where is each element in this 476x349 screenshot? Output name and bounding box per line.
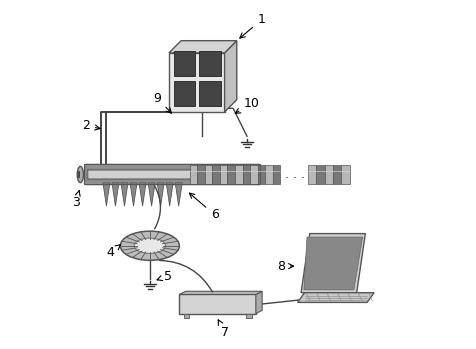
- Polygon shape: [130, 183, 137, 206]
- Bar: [212, 165, 219, 184]
- Bar: [249, 165, 257, 184]
- Ellipse shape: [120, 231, 179, 260]
- Bar: [219, 165, 227, 184]
- FancyBboxPatch shape: [88, 171, 249, 178]
- Bar: [179, 295, 255, 313]
- Text: 2: 2: [82, 119, 100, 132]
- FancyBboxPatch shape: [84, 164, 260, 185]
- Ellipse shape: [77, 166, 83, 183]
- Text: 4: 4: [106, 245, 120, 259]
- Ellipse shape: [134, 238, 165, 253]
- Text: 1: 1: [239, 13, 265, 38]
- Text: 8: 8: [276, 260, 293, 273]
- Bar: [235, 165, 242, 184]
- Polygon shape: [157, 183, 164, 206]
- Bar: [242, 165, 249, 184]
- Text: 6: 6: [189, 193, 218, 221]
- Text: 5: 5: [157, 269, 171, 282]
- Bar: [316, 165, 324, 184]
- Bar: [183, 313, 189, 318]
- Polygon shape: [175, 183, 182, 206]
- Text: . . .: . . .: [285, 168, 305, 181]
- Polygon shape: [103, 183, 109, 206]
- Bar: [205, 165, 212, 184]
- Bar: [332, 165, 341, 184]
- Bar: [169, 53, 224, 112]
- Polygon shape: [179, 291, 262, 295]
- Bar: [246, 313, 251, 318]
- Bar: [257, 165, 265, 184]
- Bar: [197, 165, 205, 184]
- Text: 9: 9: [153, 91, 171, 113]
- Text: 3: 3: [71, 191, 80, 209]
- Bar: [272, 165, 279, 184]
- Bar: [174, 81, 195, 106]
- FancyBboxPatch shape: [87, 169, 251, 180]
- Polygon shape: [300, 233, 365, 293]
- Polygon shape: [297, 293, 373, 303]
- Bar: [189, 165, 197, 184]
- Bar: [341, 165, 349, 184]
- Text: 10: 10: [235, 97, 259, 113]
- Bar: [199, 51, 220, 76]
- Polygon shape: [148, 183, 155, 206]
- Polygon shape: [169, 41, 236, 53]
- Bar: [265, 165, 272, 184]
- Bar: [324, 165, 332, 184]
- Polygon shape: [166, 183, 173, 206]
- Polygon shape: [112, 183, 119, 206]
- Polygon shape: [121, 183, 128, 206]
- Bar: [307, 165, 316, 184]
- Polygon shape: [224, 41, 236, 112]
- Bar: [227, 165, 235, 184]
- Text: 7: 7: [218, 320, 228, 339]
- Polygon shape: [255, 291, 262, 313]
- Bar: [199, 81, 220, 106]
- Polygon shape: [303, 237, 362, 290]
- Bar: [174, 51, 195, 76]
- Polygon shape: [139, 183, 146, 206]
